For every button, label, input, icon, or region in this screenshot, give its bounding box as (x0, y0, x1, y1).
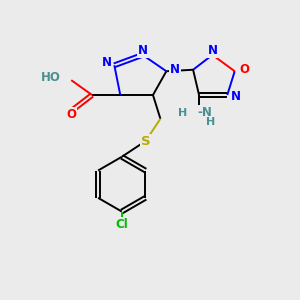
Text: N: N (207, 44, 218, 57)
Text: N: N (231, 90, 241, 103)
Text: N: N (138, 44, 148, 57)
Text: Cl: Cl (116, 218, 128, 231)
Text: S: S (141, 135, 150, 148)
Text: N: N (102, 56, 112, 69)
Text: HO: HO (41, 71, 61, 84)
Text: O: O (239, 63, 249, 76)
Text: H: H (178, 108, 187, 118)
Text: N: N (170, 63, 180, 76)
Text: O: O (66, 108, 76, 121)
Text: -N: -N (197, 106, 212, 119)
Text: H: H (206, 117, 216, 127)
